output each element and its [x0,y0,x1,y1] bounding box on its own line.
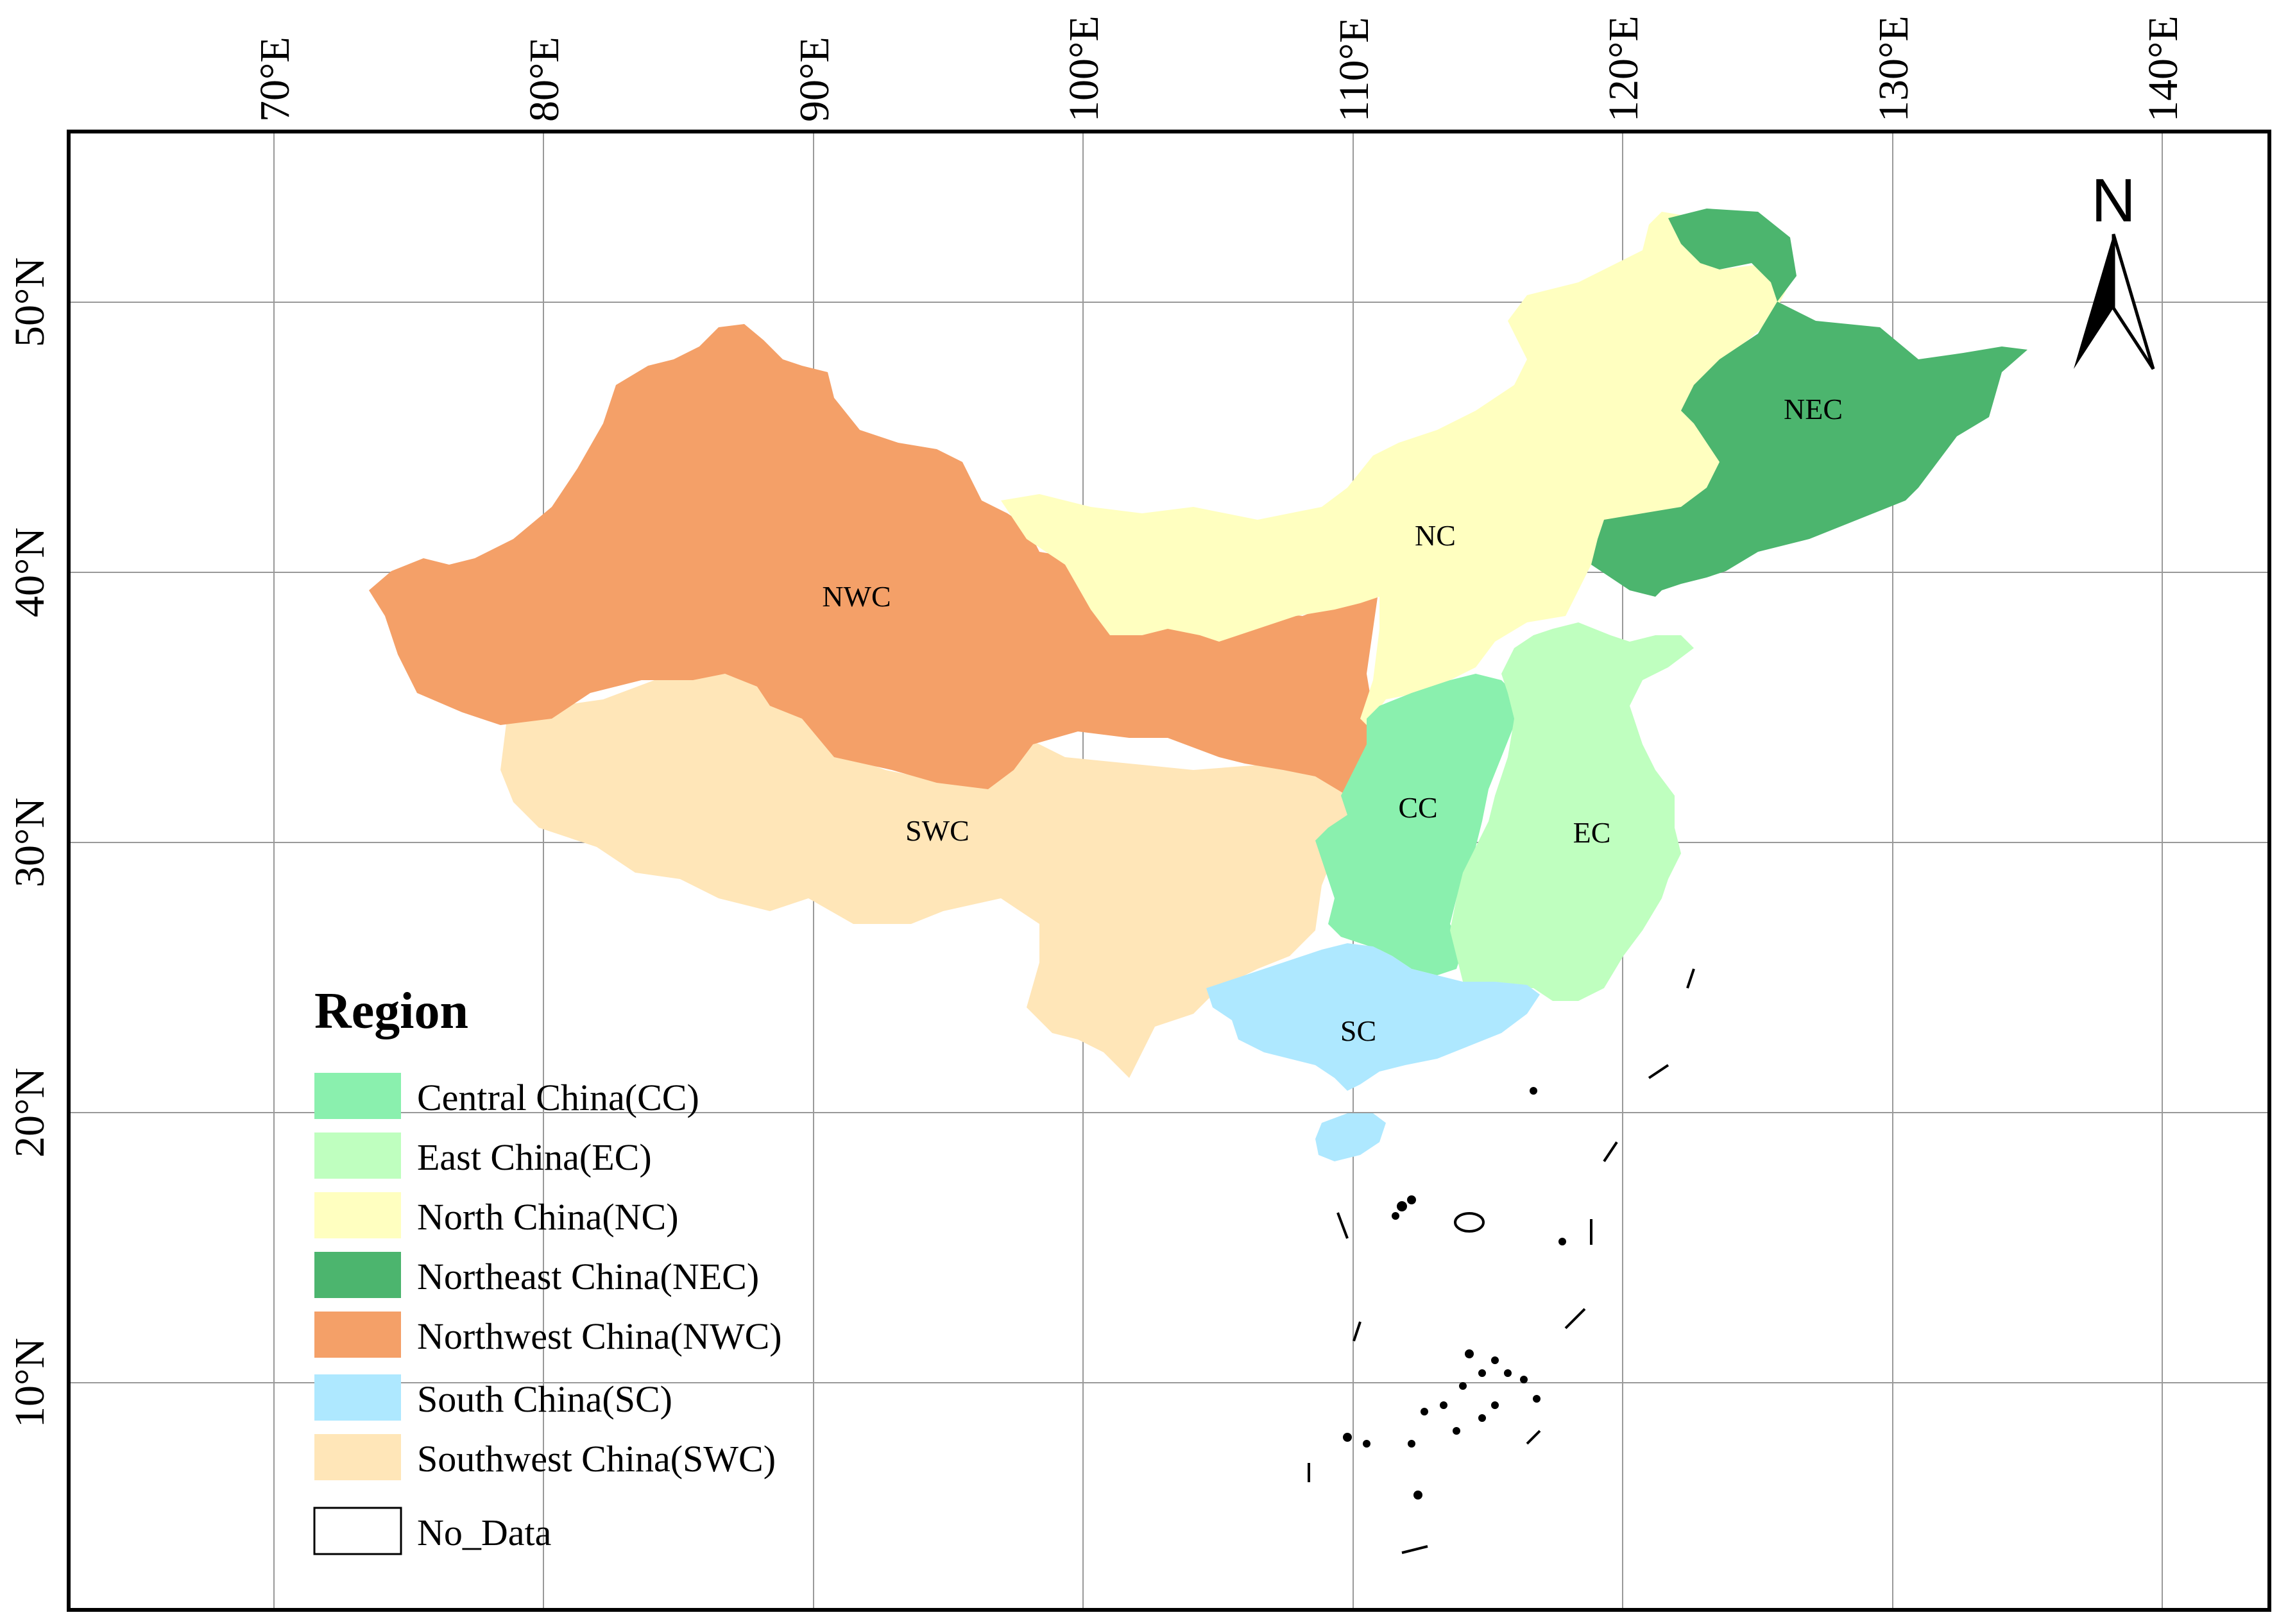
region-label-nec: NEC [1784,393,1843,425]
legend: Region Central China(CC) East China(EC) … [313,983,782,1555]
lon-label: 120°E [1600,15,1647,122]
region-ec [1450,622,1694,1001]
legend-label-no-data: No_Data [417,1512,551,1553]
lat-label: 20°N [6,1068,53,1158]
legend-swatch-no-data [313,1507,402,1555]
region-labels: NWC NC NEC CC EC SWC SC [822,393,1843,1047]
lon-label: 110°E [1331,17,1378,122]
lon-label: 80°E [521,37,568,122]
legend-label-cc: Central China(CC) [417,1077,699,1118]
region-label-swc: SWC [905,814,969,847]
legend-swatch-swc [314,1434,401,1480]
lon-label: 90°E [791,37,838,122]
legend-label-swc: Southwest China(SWC) [417,1438,776,1480]
longitude-labels: 70°E 80°E 90°E 100°E 110°E 120°E 130°E 1… [252,15,2187,122]
north-arrow: N [2074,166,2155,370]
region-nwc [369,324,1379,796]
legend-title: Region [314,983,468,1039]
south-sea-islands [1308,968,1695,1554]
lat-label: 30°N [6,798,53,887]
lat-label: 50°N [6,257,53,347]
lon-label: 140°E [2140,15,2187,122]
legend-label-ec: East China(EC) [417,1136,652,1178]
legend-swatch-nwc [314,1312,401,1358]
legend-swatch-nec [314,1252,401,1298]
legend-swatch-nc [314,1192,401,1238]
lon-label: 100°E [1061,15,1107,122]
legend-label-nwc: Northwest China(NWC) [417,1315,782,1357]
region-sc [1206,943,1540,1091]
region-label-sc: SC [1340,1014,1376,1047]
latitude-labels: 50°N 40°N 30°N 20°N 10°N [6,257,53,1428]
region-nec [1591,209,2027,597]
lon-label: 130°E [1870,15,1917,122]
lat-label: 40°N [6,527,53,617]
region-cc [1315,674,1514,975]
region-label-cc: CC [1398,791,1437,824]
lon-label: 70°E [252,37,298,122]
north-arrow-icon [2074,234,2113,369]
region-nc [1001,212,1790,725]
legend-label-sc: South China(SC) [417,1378,672,1420]
lat-label: 10°N [6,1338,53,1428]
region-sc-hainan [1315,1113,1386,1161]
legend-swatch-sc [314,1374,401,1421]
north-letter: N [2091,166,2135,235]
region-swc [500,667,1360,1078]
regions [369,209,2027,1161]
region-label-ec: EC [1573,816,1611,849]
region-label-nc: NC [1415,519,1456,552]
legend-swatch-cc [314,1073,401,1119]
legend-swatch-ec [314,1133,401,1179]
north-arrow-icon-right [2112,234,2155,370]
legend-label-nc: North China(NC) [417,1196,679,1238]
region-taiwan-no-data [1623,975,1675,1065]
region-label-nwc: NWC [822,580,891,613]
legend-label-nec: Northeast China(NEC) [417,1256,759,1297]
